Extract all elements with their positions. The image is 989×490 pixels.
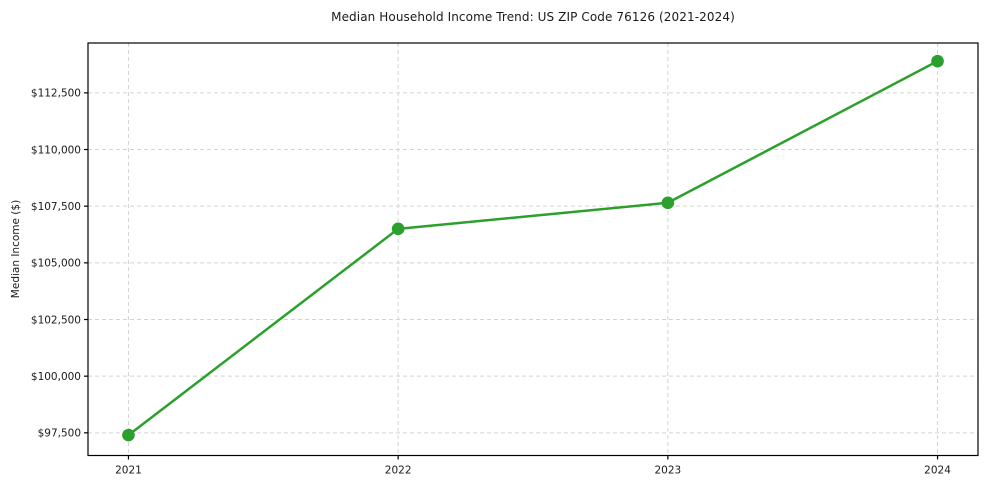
y-tick-label: $97,500 [38,428,81,440]
y-tick-label: $100,000 [31,371,81,383]
y-tick-label: $107,500 [31,201,81,213]
y-tick-label: $105,000 [31,258,81,270]
data-point-2023 [661,196,675,210]
x-tick-label: 2022 [385,465,412,477]
chart-title: Median Household Income Trend: US ZIP Co… [331,10,735,24]
y-tick-label: $110,000 [31,144,81,156]
x-tick-label: 2024 [924,465,951,477]
x-tick-label: 2023 [654,465,681,477]
y-tick-label: $102,500 [31,314,81,326]
plot-frame [87,42,979,457]
x-tick-label: 2021 [115,465,142,477]
data-point-2022 [391,222,405,236]
y-tick-label: $112,500 [31,88,81,100]
data-line [127,59,939,437]
data-point-2024 [931,54,944,68]
data-point-2021 [122,428,135,442]
